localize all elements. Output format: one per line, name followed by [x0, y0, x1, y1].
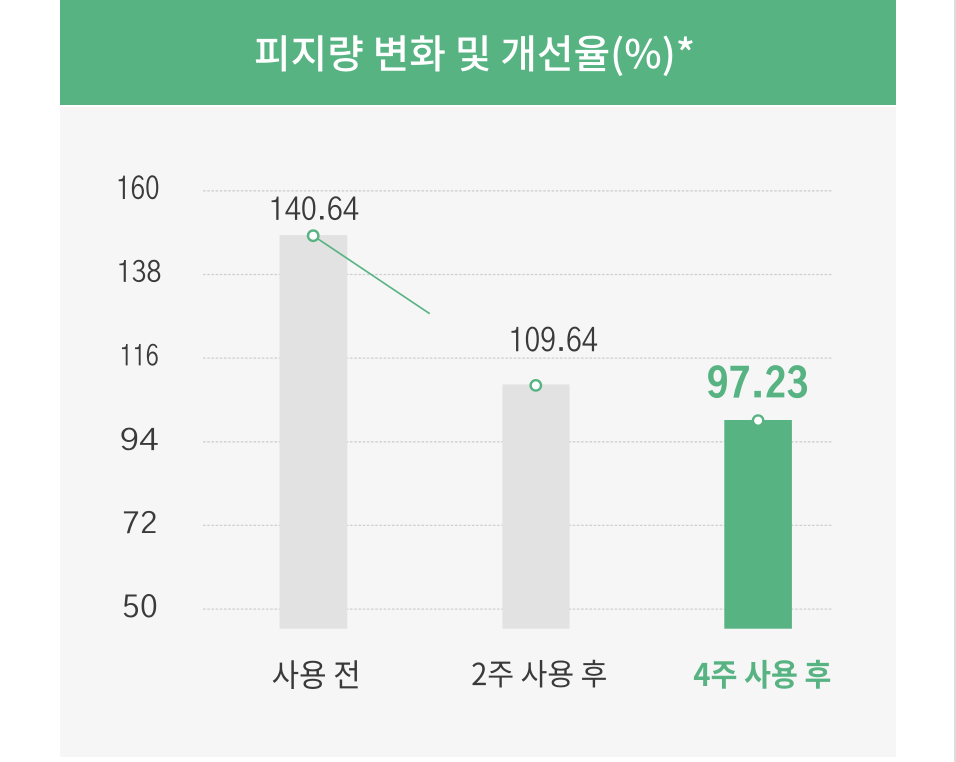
window-right-edge-line	[954, 0, 956, 762]
value-label-after-2-weeks	[511, 326, 598, 352]
marker-before-use	[306, 229, 320, 243]
category-labels	[272, 659, 831, 689]
marker-after-2-weeks	[529, 378, 543, 392]
category-label-after-2-weeks	[472, 659, 606, 688]
title-text-glyphs	[255, 35, 693, 77]
y-axis-tick-labels	[118, 175, 161, 618]
bar-before-use	[279, 235, 348, 629]
connector-line	[312, 234, 431, 315]
title-banner: 피지량 변화 및 개선율(%)*	[60, 0, 896, 105]
bar-after-2-weeks	[502, 384, 570, 629]
y-tick-label-72	[123, 510, 156, 534]
value-label-before-use	[271, 196, 359, 221]
bars	[279, 235, 792, 629]
y-tick-label-116	[121, 343, 158, 366]
y-tick-label-50	[123, 594, 157, 618]
category-label-before-use	[272, 660, 358, 689]
y-tick-label-138	[119, 259, 161, 283]
y-tick-label-160	[118, 175, 159, 200]
trend-connector	[312, 234, 431, 315]
title-text	[255, 35, 693, 77]
marker-after-4-weeks	[751, 414, 765, 427]
category-label-after-4-weeks	[693, 659, 831, 689]
value-label-after-4-weeks	[707, 365, 808, 399]
bar-after-4-weeks	[724, 420, 792, 629]
bar-top-markers	[306, 229, 765, 427]
value-labels	[271, 196, 808, 399]
y-tick-label-94	[121, 427, 158, 451]
